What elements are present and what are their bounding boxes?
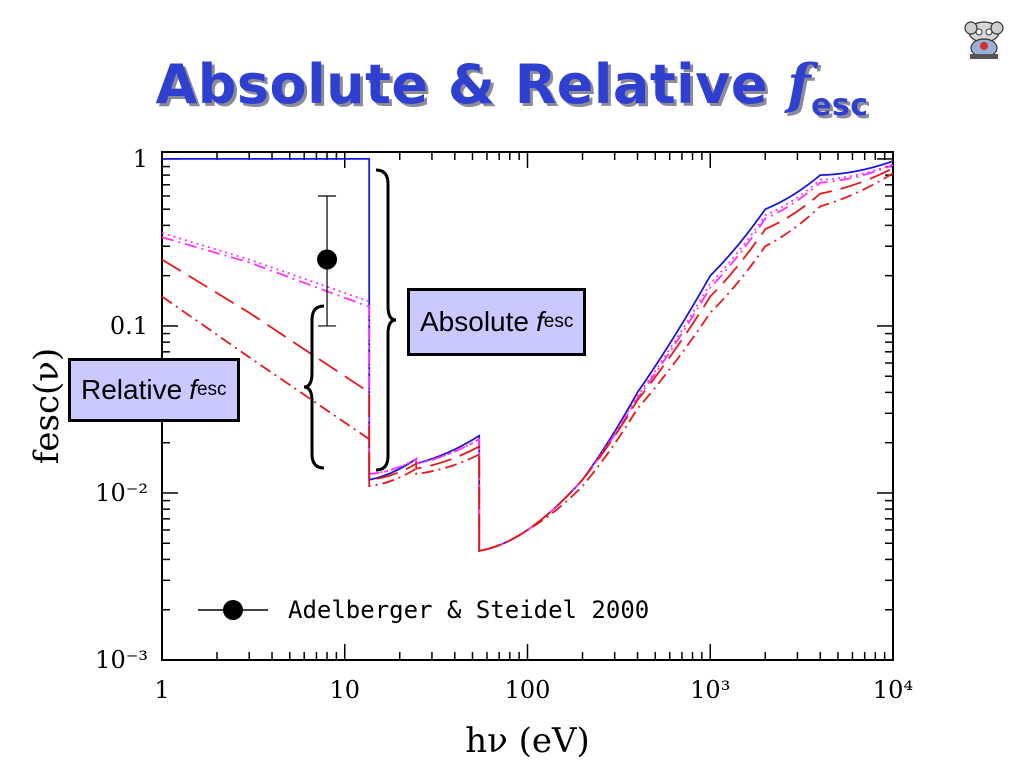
data-point-marker — [317, 249, 338, 270]
plot-frame — [161, 151, 894, 661]
title-subscript: esc — [811, 88, 869, 123]
relative-fesc-callout: Relative f esc — [68, 358, 240, 422]
absolute-brace — [375, 168, 397, 472]
y-tick-label: 0.1 — [110, 312, 148, 340]
series-group — [161, 158, 894, 552]
relative-callout-text: Relative — [81, 374, 183, 405]
brace-annotations — [303, 168, 397, 472]
relative-brace — [303, 304, 325, 470]
absolute-callout-f: f — [535, 306, 544, 337]
tick-labels: 1 10 100 10³ 10⁴ 10⁻³ 10⁻² 0.1 1 — [95, 145, 913, 704]
x-tick-label: 10 — [329, 676, 360, 704]
legend-marker — [223, 600, 243, 620]
x-tick-label: 100 — [505, 676, 551, 704]
x-tick-label: 1 — [154, 676, 169, 704]
plot-area: Adelberger & Steidel 2000 — [161, 151, 894, 661]
x-axis-label: hν (eV) — [465, 721, 590, 761]
absolute-callout-sub: esc — [543, 311, 574, 332]
series-line-4 — [161, 167, 894, 552]
cartoon-mascot-logo-icon — [964, 21, 1004, 59]
x-tick-label: 10³ — [690, 676, 730, 704]
slide-title: Absolute & Relative fesc — [0, 52, 1024, 123]
relative-callout-sub: esc — [196, 379, 227, 400]
legend-label: Adelberger & Steidel 2000 — [288, 596, 649, 624]
absolute-fesc-callout: Absolute f esc — [407, 288, 587, 356]
y-axis-label: fesc(ν) — [27, 348, 67, 464]
y-tick-label: 10⁻² — [95, 479, 148, 507]
series-line-1 — [162, 158, 894, 552]
series-line-5 — [161, 172, 894, 552]
absolute-callout-text: Absolute — [420, 306, 529, 337]
x-tick-label: 10⁴ — [873, 676, 913, 704]
axis-ticks — [161, 152, 893, 661]
y-tick-label: 1 — [133, 145, 148, 173]
title-f: f — [787, 52, 812, 116]
series-line-3 — [161, 164, 894, 552]
relative-callout-f: f — [189, 374, 197, 405]
y-tick-label: 10⁻³ — [95, 646, 148, 674]
data-point-group — [317, 195, 338, 327]
legend: Adelberger & Steidel 2000 — [198, 596, 649, 624]
series-line-2 — [161, 163, 894, 552]
title-text: Absolute & Relative — [155, 53, 769, 116]
